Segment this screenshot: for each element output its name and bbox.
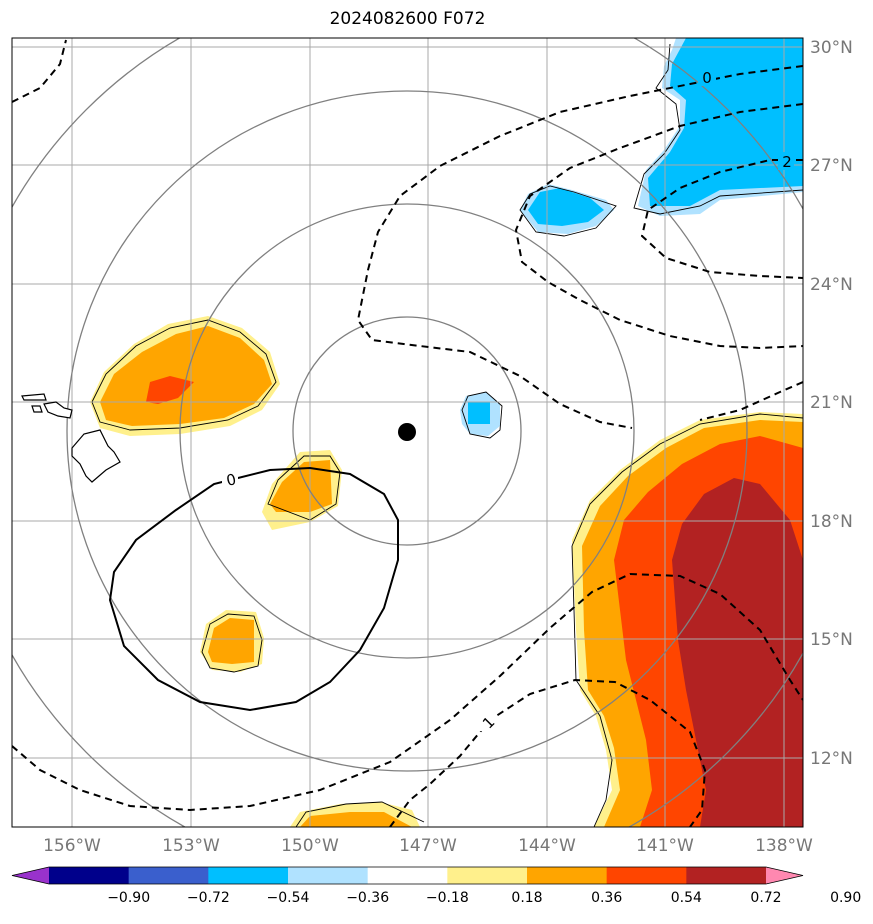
colorbar-tick-label: 0.54: [671, 890, 702, 906]
storm-center-marker: [398, 423, 416, 441]
colorbar-segment: [49, 867, 130, 884]
colorbar-segment: [527, 867, 608, 884]
colorbar-tick-label: 0.36: [591, 890, 622, 906]
colorbar-tick-label: −0.18: [426, 890, 469, 906]
lat-tick-label: 24°N: [810, 275, 853, 295]
colorbar-segment: [128, 867, 209, 884]
colorbar-segment: [208, 867, 289, 884]
latitude-labels: 30°N 27°N 24°N 21°N 18°N 15°N 12°N: [810, 38, 853, 769]
colorbar-tick-label: 0.72: [750, 890, 781, 906]
colorbar-tick-label: 0.18: [511, 890, 542, 906]
lat-tick-label: 12°N: [810, 749, 853, 769]
map-border: [11, 37, 804, 828]
lat-tick-label: 15°N: [810, 630, 853, 650]
colorbar-segment: [606, 867, 687, 884]
colorbar-segment: [288, 867, 369, 884]
dashed-contours: [12, 39, 803, 827]
lon-tick-label: 153°W: [162, 836, 220, 856]
longitude-labels: 156°W 153°W 150°W 147°W 144°W 141°W 138°…: [43, 836, 813, 856]
colorbar-segment: [447, 867, 528, 884]
contour-label: 2: [782, 153, 792, 171]
colorbar-segment: [686, 867, 767, 884]
lon-tick-label: 156°W: [43, 836, 101, 856]
lat-tick-label: 18°N: [810, 512, 853, 532]
colorbar-outline: [11, 866, 804, 885]
graticule: [12, 38, 803, 827]
colorbar-segment: [367, 867, 448, 884]
region-outlines: [91, 43, 803, 827]
lat-tick-label: 21°N: [810, 393, 853, 413]
anomaly-shading: [90, 38, 803, 827]
colorbar-tick-label: 0.90: [830, 890, 861, 906]
colorbar-tick-label: −0.54: [267, 890, 310, 906]
colorbar-extend-high: [766, 867, 803, 884]
lat-tick-label: 27°N: [810, 156, 853, 176]
range-rings: [12, 38, 803, 827]
lon-tick-label: 138°W: [755, 836, 813, 856]
contour-label: 0: [225, 470, 238, 490]
lon-tick-label: 147°W: [399, 836, 457, 856]
solid-contour: [108, 466, 399, 712]
contour-labels: 0 2 0 1: [222, 68, 794, 732]
lon-tick-label: 150°W: [281, 836, 339, 856]
colorbar-extend-low: [12, 867, 49, 884]
coastline-hawaii: [21, 393, 121, 483]
colorbar: −0.90 −0.72 −0.54 −0.36 −0.18 0.18 0.36 0.54 0.7…: [11, 866, 861, 906]
colorbar-tick-label: −0.36: [346, 890, 389, 906]
colorbar-tick-label: −0.72: [187, 890, 230, 906]
contour-label: 0: [702, 69, 712, 87]
lon-tick-label: 144°W: [518, 836, 576, 856]
lon-tick-label: 141°W: [636, 836, 694, 856]
lat-tick-label: 30°N: [810, 38, 853, 58]
colorbar-tick-label: −0.90: [107, 890, 150, 906]
map-title: 2024082600 F072: [329, 9, 486, 29]
